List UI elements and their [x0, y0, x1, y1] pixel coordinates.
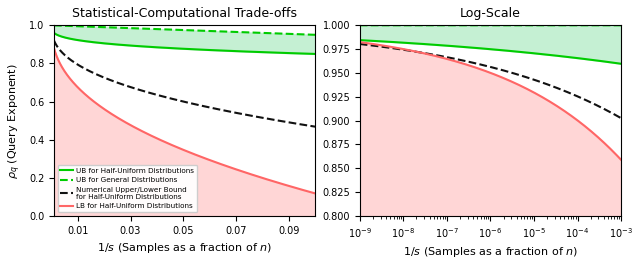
UB for General Distributions	[170, 28, 178, 31]
UB for General Distributions	[312, 33, 319, 36]
LB for Half-Uniform Distributions	[63, 74, 71, 77]
Y-axis label: $\rho_q$ (Query Exponent): $\rho_q$ (Query Exponent)	[7, 63, 23, 178]
X-axis label: $1/s$ (Samples as a fraction of $n$): $1/s$ (Samples as a fraction of $n$)	[403, 245, 578, 259]
Numerical Upper/Lower Bound
for Half-Uniform Distributions	[304, 124, 312, 127]
LB for Half-Uniform Distributions	[177, 147, 185, 151]
UB for General Distributions	[177, 28, 185, 32]
UB for Half-Uniform Distributions	[63, 36, 71, 40]
UB for Half-Uniform Distributions	[177, 47, 185, 50]
Numerical Upper/Lower Bound
for Half-Uniform Distributions	[63, 56, 71, 59]
UB for General Distributions	[256, 31, 264, 34]
LB for Half-Uniform Distributions	[256, 176, 264, 179]
Numerical Upper/Lower Bound
for Half-Uniform Distributions	[256, 116, 264, 119]
Numerical Upper/Lower Bound
for Half-Uniform Distributions	[304, 124, 312, 127]
Numerical Upper/Lower Bound
for Half-Uniform Distributions	[177, 99, 185, 103]
Numerical Upper/Lower Bound
for Half-Uniform Distributions	[50, 39, 58, 42]
Line: UB for Half-Uniform Distributions: UB for Half-Uniform Distributions	[54, 33, 316, 54]
Line: UB for General Distributions: UB for General Distributions	[54, 25, 316, 35]
UB for Half-Uniform Distributions	[304, 52, 312, 55]
UB for General Distributions	[50, 24, 58, 27]
LB for Half-Uniform Distributions	[312, 192, 319, 195]
UB for Half-Uniform Distributions	[312, 52, 319, 56]
Title: Log-Scale: Log-Scale	[460, 7, 521, 20]
Numerical Upper/Lower Bound
for Half-Uniform Distributions	[312, 125, 319, 128]
Line: Numerical Upper/Lower Bound
for Half-Uniform Distributions: Numerical Upper/Lower Bound for Half-Uni…	[54, 40, 316, 127]
Line: LB for Half-Uniform Distributions: LB for Half-Uniform Distributions	[54, 48, 316, 193]
Numerical Upper/Lower Bound
for Half-Uniform Distributions	[170, 98, 178, 101]
LB for Half-Uniform Distributions	[304, 190, 312, 193]
X-axis label: $1/s$ (Samples as a fraction of $n$): $1/s$ (Samples as a fraction of $n$)	[97, 241, 272, 255]
UB for General Distributions	[304, 33, 312, 36]
Title: Statistical-Computational Trade-offs: Statistical-Computational Trade-offs	[72, 7, 297, 20]
UB for Half-Uniform Distributions	[256, 51, 264, 54]
UB for General Distributions	[304, 33, 312, 36]
UB for Half-Uniform Distributions	[50, 31, 58, 35]
LB for Half-Uniform Distributions	[304, 190, 312, 193]
LB for Half-Uniform Distributions	[170, 144, 178, 148]
LB for Half-Uniform Distributions	[50, 47, 58, 50]
UB for Half-Uniform Distributions	[170, 47, 178, 50]
Legend: UB for Half-Uniform Distributions, UB for General Distributions, Numerical Upper: UB for Half-Uniform Distributions, UB fo…	[58, 165, 197, 212]
UB for General Distributions	[63, 24, 71, 27]
UB for Half-Uniform Distributions	[304, 52, 312, 55]
